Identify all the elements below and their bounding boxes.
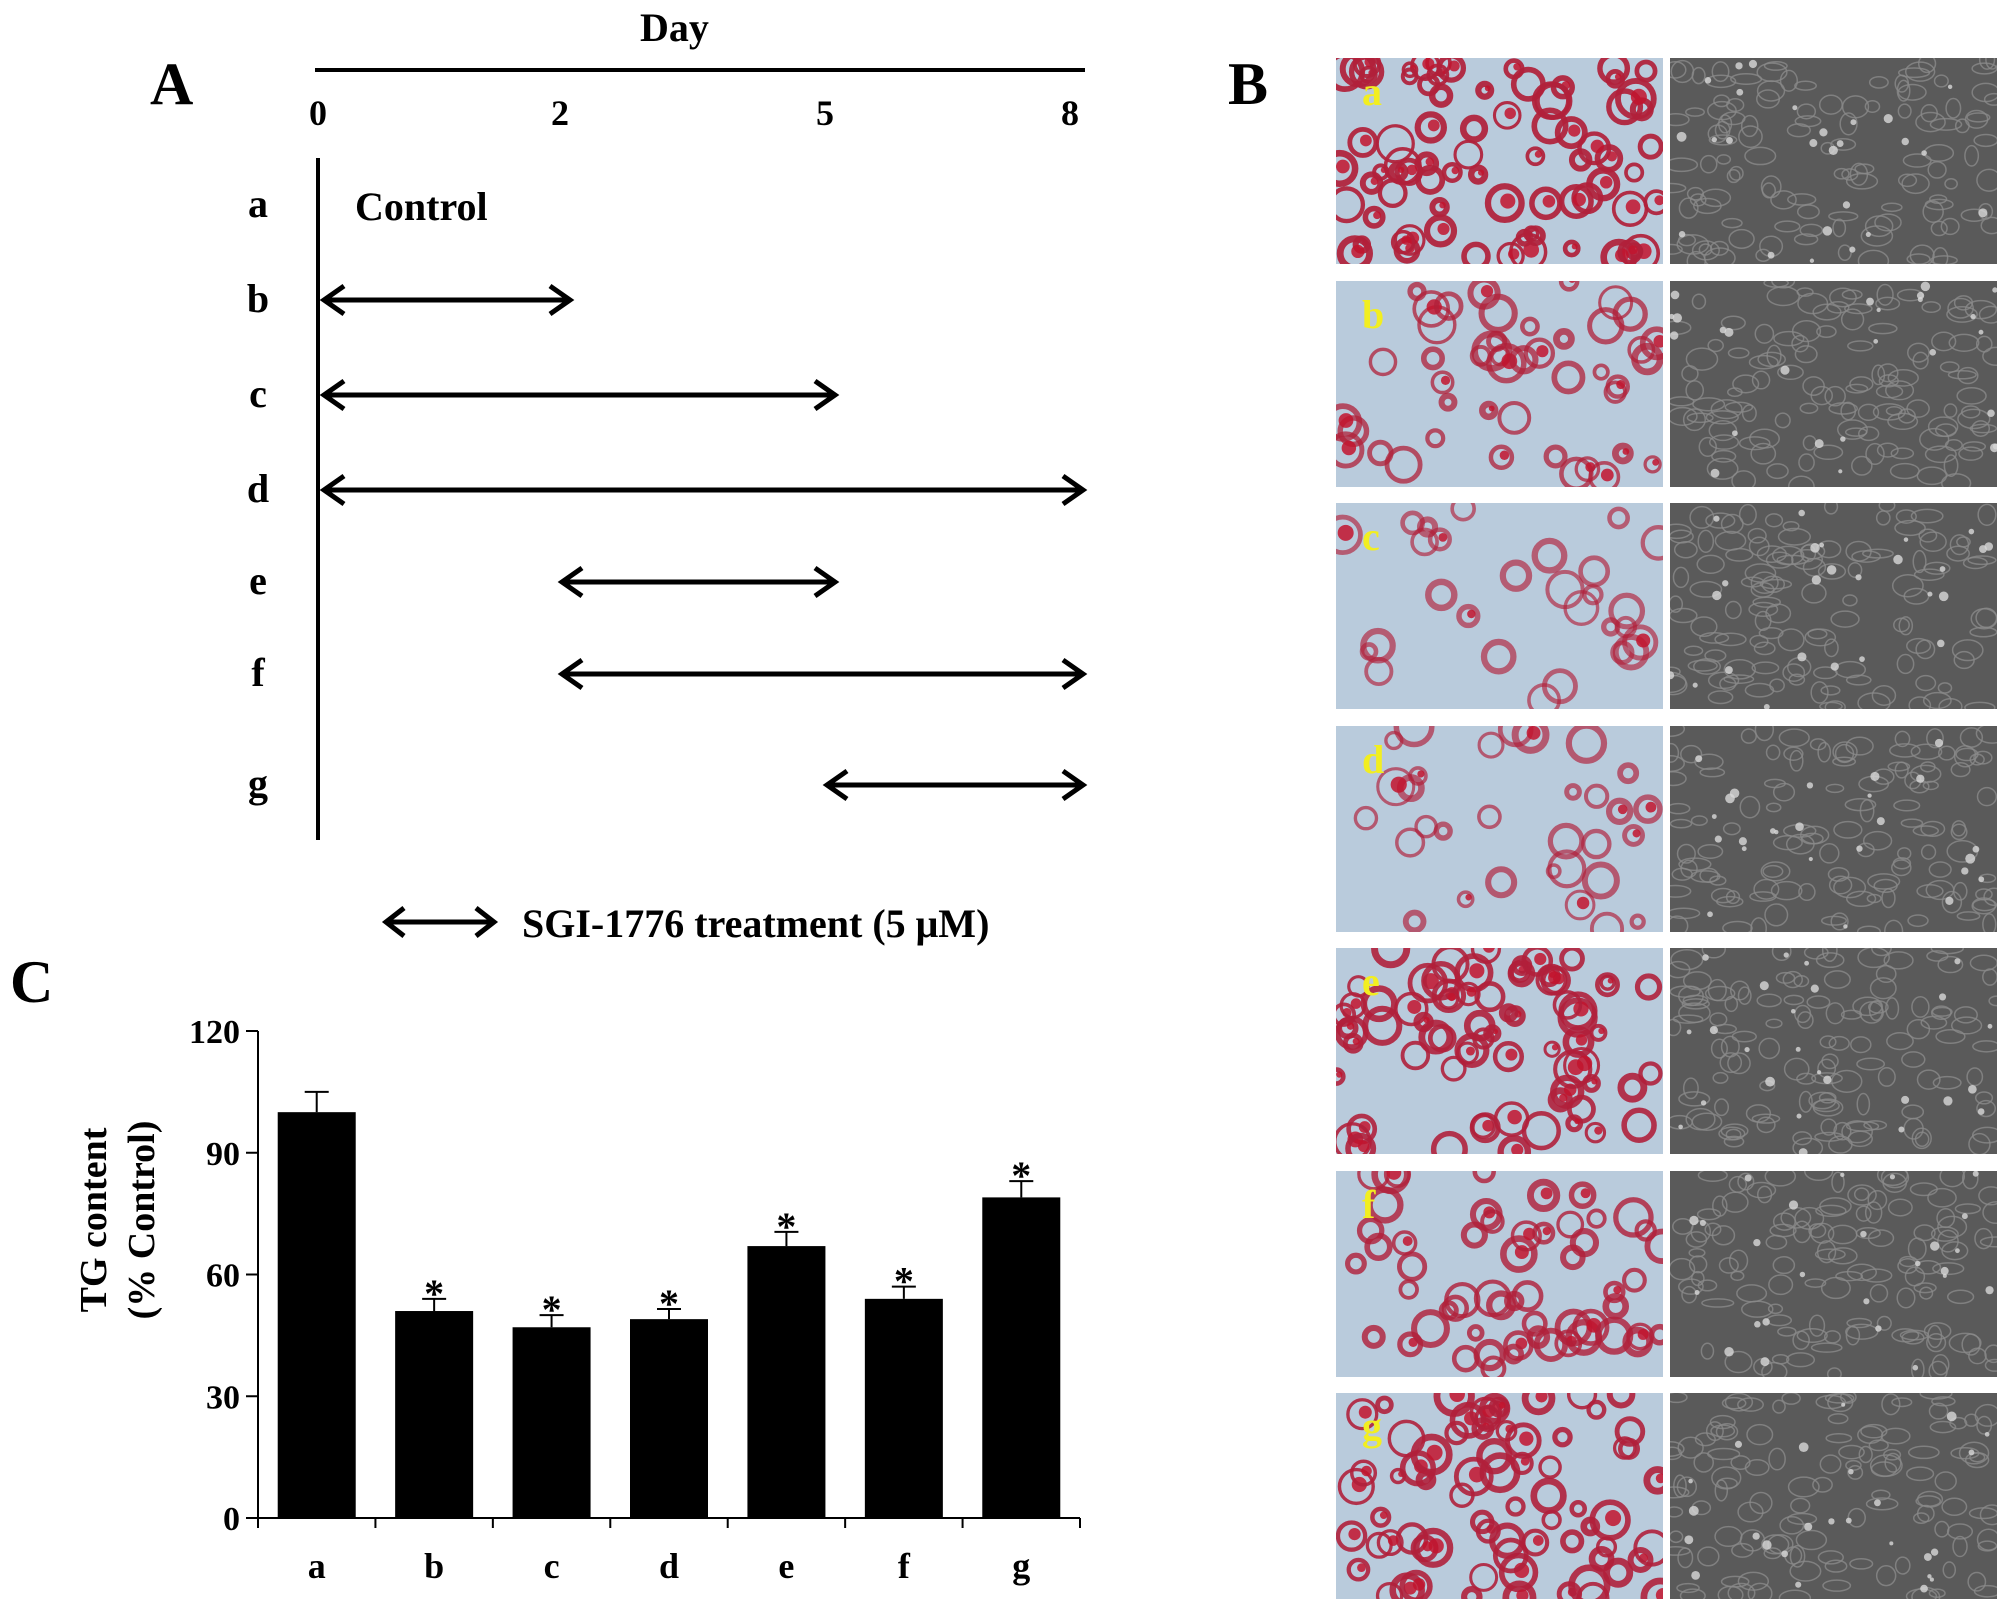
significance-marker-e: * [776, 1204, 796, 1249]
phase-contrast-image-e [1670, 948, 1997, 1154]
treatment-arrow-b [319, 283, 575, 317]
day-tick-8: 8 [1061, 93, 1079, 133]
bar-a [277, 1112, 356, 1518]
micrograph-label-c: c [1362, 514, 1380, 559]
phase-contrast-image-b [1670, 281, 1997, 487]
timeline-row-label-e: e [249, 558, 267, 603]
bar-b [395, 1311, 474, 1518]
bar-e [747, 1246, 826, 1518]
significance-marker-f: * [894, 1259, 914, 1304]
x-tick-label-e: e [778, 1546, 794, 1586]
legend-label: SGI-1776 treatment (5 μM) [522, 901, 990, 946]
y-tick-label-120: 120 [189, 1014, 240, 1051]
significance-marker-d: * [659, 1281, 679, 1326]
day-tick-5: 5 [816, 93, 834, 133]
panel-label-a: A [150, 51, 194, 117]
bar-g [982, 1197, 1061, 1518]
x-tick-label-d: d [659, 1546, 679, 1586]
oil-red-o-image-d: d [1336, 726, 1663, 932]
treatment-timeline [315, 68, 1088, 840]
bar-f [864, 1298, 943, 1518]
micrograph-label-b: b [1362, 292, 1385, 337]
significance-marker-g: * [1011, 1153, 1031, 1198]
y-tick-label-30: 30 [206, 1379, 240, 1416]
phase-contrast-image-g [1670, 1393, 1997, 1599]
x-tick-label-a: a [308, 1546, 326, 1586]
micrograph-row-c: c [1336, 503, 1997, 709]
micrograph-row-f: f [1336, 1171, 1997, 1377]
bar-c [512, 1327, 591, 1518]
timeline-row-label-d: d [246, 466, 270, 511]
x-tick-label-b: b [424, 1546, 444, 1586]
y-axis-label-line1: TG content [73, 1127, 115, 1313]
timeline-row-label-b: b [246, 276, 270, 321]
day-tick-2: 2 [551, 93, 569, 133]
timeline-row-label-g: g [248, 761, 268, 806]
tg-content-bar-chart: 0 30 60 90 120 a * b * c * d * e * f * g [189, 1014, 1081, 1586]
phase-contrast-image-d [1670, 726, 1997, 932]
timeline-row-label-a: a [248, 181, 268, 226]
panel-label-c: C [10, 949, 54, 1015]
oil-red-o-image-g: g [1336, 1393, 1663, 1599]
phase-contrast-image-c [1670, 503, 1997, 709]
oil-red-o-image-c: c [1336, 503, 1663, 709]
control-label: Control [355, 184, 488, 229]
micrograph-row-b: b [1336, 281, 1997, 487]
micrograph-row-d: d [1336, 726, 1997, 932]
significance-marker-c: * [542, 1287, 562, 1332]
treatment-arrow-c [319, 378, 840, 412]
treatment-arrow-e [557, 565, 840, 599]
micrograph-row-g: g [1336, 1393, 1997, 1599]
micrograph-label-d: d [1362, 737, 1385, 782]
y-axis-label: TG content (% Control) [20, 1121, 260, 1430]
x-tick-label-g: g [1012, 1546, 1030, 1586]
micrograph-label-g: g [1362, 1404, 1382, 1449]
legend-arrow-icon [381, 906, 499, 938]
y-tick-label-0: 0 [223, 1501, 240, 1538]
treatment-arrow-f [557, 657, 1088, 691]
panel-label-b: B [1228, 51, 1269, 117]
micrograph-row-a: a [1336, 58, 1997, 264]
oil-red-o-image-e: e [1336, 948, 1663, 1154]
treatment-arrow-d [319, 473, 1088, 507]
y-tick-label-60: 60 [206, 1258, 240, 1295]
x-tick-label-c: c [544, 1546, 560, 1586]
phase-contrast-image-f [1670, 1171, 1997, 1377]
micrograph-label-a: a [1362, 69, 1382, 114]
day-tick-0: 0 [309, 93, 327, 133]
x-tick-label-f: f [898, 1546, 911, 1586]
phase-contrast-image-a [1670, 58, 1997, 264]
y-axis-label-line2: (% Control) [121, 1120, 163, 1320]
day-axis-label: Day [640, 5, 709, 50]
micrograph-label-f: f [1362, 1182, 1376, 1227]
micrograph-label-e: e [1362, 959, 1380, 1004]
treatment-arrow-g [822, 768, 1088, 802]
timeline-row-label-c: c [249, 371, 267, 416]
bar-d [630, 1319, 708, 1518]
oil-red-o-image-a: a [1336, 58, 1663, 264]
oil-red-o-image-f: f [1336, 1171, 1663, 1377]
oil-red-o-image-b: b [1336, 281, 1663, 487]
micrograph-row-e: e [1336, 948, 1997, 1154]
significance-marker-b: * [424, 1271, 444, 1316]
timeline-row-label-f: f [251, 650, 265, 695]
y-tick-label-90: 90 [206, 1136, 240, 1173]
